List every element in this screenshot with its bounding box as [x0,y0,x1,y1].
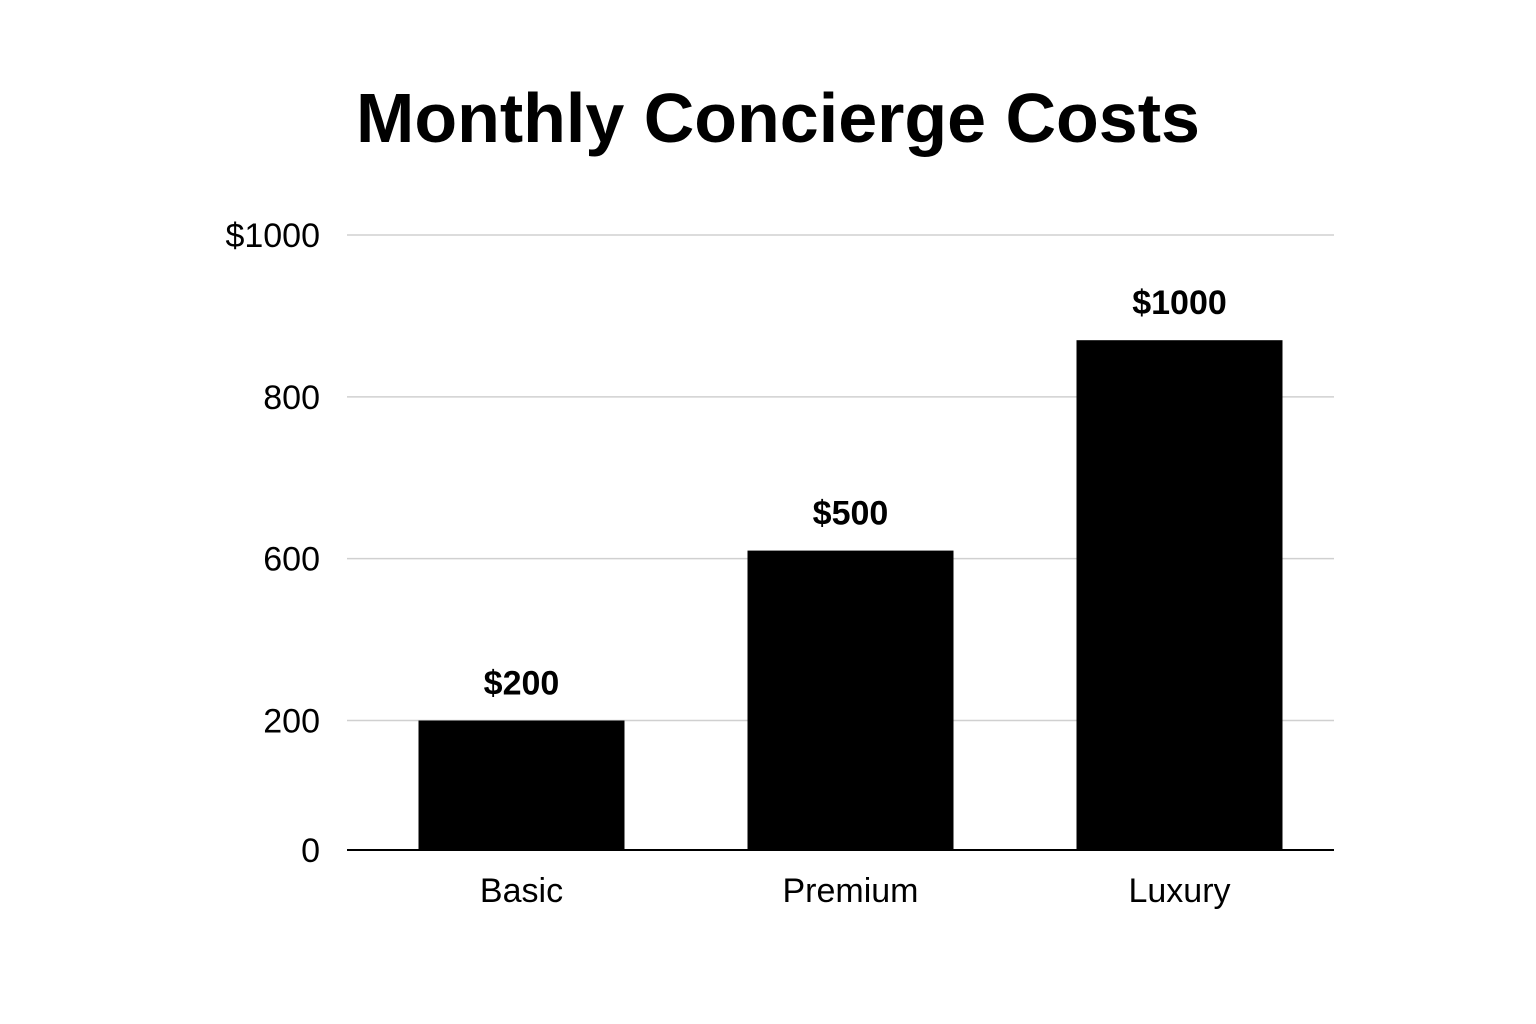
data-label-luxury: $1000 [1132,284,1227,322]
y-axis-ticks: 0 200 600 800 $1000 [225,217,320,870]
bar-basic [418,720,625,850]
bar-premium [747,550,954,850]
y-tick-label: $1000 [225,217,320,255]
y-tick-label: 600 [263,541,320,579]
x-axis-categories: Basic Premium Luxury [480,872,1231,910]
y-tick-label: 800 [263,379,320,417]
y-tick-label: 200 [263,703,320,741]
y-tick-label: 0 [301,832,320,870]
bar-luxury [1076,340,1283,850]
x-category-label: Premium [782,872,918,910]
bars [418,340,1283,850]
x-category-label: Basic [480,872,563,910]
data-label-premium: $500 [813,495,889,533]
chart-title: Monthly Concierge Costs [356,79,1200,157]
data-labels: $200 $500 $1000 [484,284,1227,702]
data-label-basic: $200 [484,665,560,703]
x-category-label: Luxury [1128,872,1230,910]
